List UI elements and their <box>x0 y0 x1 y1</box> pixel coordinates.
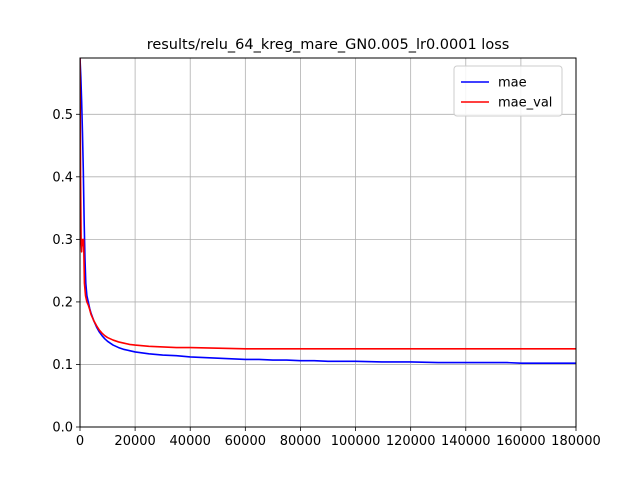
series-line-mae-val <box>80 58 576 350</box>
plot-frame <box>79 57 577 428</box>
plot-area <box>80 58 576 427</box>
y-tick-label: 0.4 <box>52 170 73 185</box>
legend-label: mae <box>498 76 527 91</box>
legend-box <box>453 65 563 117</box>
x-tick-label: 180000 <box>551 434 601 449</box>
x-tick-label: 20000 <box>114 434 155 449</box>
x-tick-label: 60000 <box>225 434 266 449</box>
x-tick-label: 40000 <box>170 434 211 449</box>
x-tick-label: 140000 <box>441 434 491 449</box>
axis-ticks: 0 20000 40000 60000 80000 100000 120000 140000 1… <box>52 108 601 449</box>
series-line-mae <box>80 58 576 365</box>
y-tick-label: 0.1 <box>52 358 73 373</box>
y-tick-label: 0.0 <box>52 421 73 436</box>
x-tick-label: 80000 <box>280 434 321 449</box>
x-tick-label: 100000 <box>331 434 381 449</box>
legend: mae mae_val <box>453 65 563 117</box>
x-tick-label: 120000 <box>386 434 436 449</box>
legend-label: mae_val <box>498 96 552 111</box>
x-tick-label: 0 <box>76 434 84 449</box>
y-tick-label: 0.3 <box>52 233 73 248</box>
chart-title: results/relu_64_kreg_mare_GN0.005_lr0.00… <box>147 37 510 53</box>
y-tick-label: 0.5 <box>52 108 73 123</box>
y-tick-label: 0.2 <box>52 295 73 310</box>
series-lines <box>80 58 576 365</box>
x-tick-label: 160000 <box>496 434 546 449</box>
